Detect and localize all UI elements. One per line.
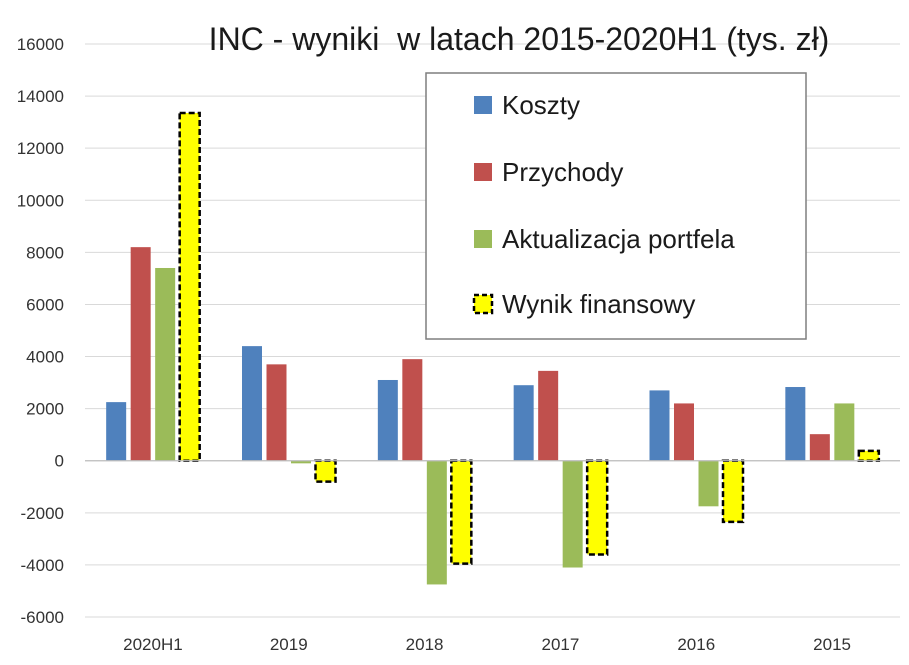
- y-tick-label: -4000: [21, 556, 64, 575]
- bar-koszty: [377, 379, 398, 461]
- bar-koszty: [513, 385, 534, 461]
- bar-wynik-finansowy: [721, 459, 745, 524]
- x-category-label: 2020H1: [123, 635, 183, 654]
- bar-koszty: [785, 387, 806, 461]
- category-labels: 2020H1 2019 2018 2017 2016 2015: [123, 635, 851, 654]
- y-tick-label: 8000: [26, 243, 64, 262]
- y-tick-label: 0: [55, 452, 64, 471]
- bar-wynik-finansowy: [585, 459, 609, 556]
- bar-aktualizacja-portfela: [698, 460, 719, 507]
- y-tick-label: 16000: [17, 35, 64, 54]
- x-category-label: 2019: [270, 635, 308, 654]
- y-tick-label: -2000: [21, 504, 64, 523]
- bar-aktualizacja-portfela: [291, 460, 311, 464]
- ticks-layer: -6000 -4000 -2000 0 2000 4000 6000 8000 10000 120…: [17, 35, 64, 627]
- bar-wynik-finansowy: [857, 449, 881, 462]
- chart-title: INC - wyniki w latach 2015-2020H1 (tys. …: [209, 21, 830, 57]
- legend-box: [425, 72, 807, 340]
- x-category-label: 2018: [406, 635, 444, 654]
- x-category-label: 2015: [813, 635, 851, 654]
- legend-label: Aktualizacja portfela: [502, 224, 735, 254]
- bar-wynik-finansowy: [314, 459, 337, 483]
- legend: Koszty Przychody Aktualizacja portfela Wyni…: [425, 72, 807, 340]
- legend-label: Przychody: [502, 157, 623, 187]
- bar-aktualizacja-portfela: [426, 460, 447, 585]
- y-tick-label: 12000: [17, 139, 64, 158]
- bar-aktualizacja-portfela: [155, 267, 176, 461]
- bar-przychody: [130, 247, 151, 461]
- y-tick-label: 14000: [17, 87, 64, 106]
- bar-wynik-finansowy: [178, 111, 201, 462]
- legend-swatch: [474, 230, 492, 248]
- bar-przychody: [266, 364, 287, 461]
- y-tick-label: 10000: [17, 191, 64, 210]
- x-category-label: 2016: [677, 635, 715, 654]
- bar-koszty: [106, 402, 127, 461]
- bar-przychody: [402, 359, 423, 461]
- legend-swatch: [474, 163, 492, 181]
- y-tick-label: 4000: [26, 348, 64, 367]
- bar-koszty: [649, 390, 670, 461]
- bar-przychody: [809, 434, 830, 461]
- y-tick-label: 6000: [26, 295, 64, 314]
- bars-layer: [85, 111, 900, 585]
- x-category-label: 2017: [542, 635, 580, 654]
- bar-aktualizacja-portfela: [834, 403, 855, 461]
- y-tick-label: -6000: [21, 608, 64, 627]
- y-tick-label: 2000: [26, 400, 64, 419]
- legend-label: Wynik finansowy: [502, 289, 695, 319]
- legend-swatch: [474, 96, 492, 114]
- bar-przychody: [538, 370, 559, 461]
- bar-koszty: [242, 346, 262, 461]
- bar-przychody: [674, 403, 694, 461]
- bar-aktualizacja-portfela: [562, 460, 583, 568]
- bar-wynik-finansowy: [450, 459, 473, 565]
- legend-swatch: [472, 293, 494, 315]
- legend-label: Koszty: [502, 90, 580, 120]
